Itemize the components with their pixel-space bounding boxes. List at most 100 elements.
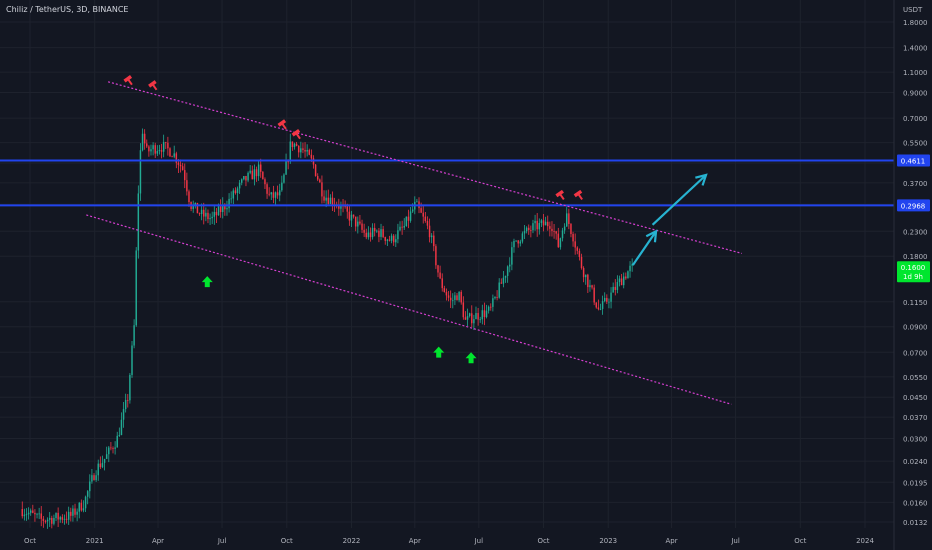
x-tick-label: Apr <box>665 537 677 545</box>
candle-body <box>536 220 538 230</box>
candle-body <box>257 164 260 177</box>
y-tick-label: 0.1800 <box>903 253 928 261</box>
candle-body <box>359 221 361 224</box>
candle-body <box>249 170 251 173</box>
candle-body <box>321 182 323 197</box>
candle-body <box>599 308 602 310</box>
candle-body <box>629 265 631 272</box>
candle-body <box>302 148 304 151</box>
candle-body <box>91 475 93 482</box>
projection-arrow-head <box>645 229 658 243</box>
candle-body <box>382 229 384 238</box>
candle-body <box>169 148 171 157</box>
candle-body <box>148 146 150 152</box>
candle-body <box>625 276 627 279</box>
candle-body <box>595 302 598 308</box>
candle-body <box>597 307 600 310</box>
candle-body <box>105 454 108 459</box>
candle-body <box>205 212 207 217</box>
candle-body <box>473 319 475 324</box>
candle-body <box>405 216 408 226</box>
candle-body <box>447 295 450 298</box>
candle-body <box>506 266 509 277</box>
candle-body <box>416 201 418 203</box>
candle-body <box>631 263 633 266</box>
candle-body <box>494 296 496 299</box>
candle-body <box>285 161 287 175</box>
candle-body <box>428 225 431 238</box>
candle-body <box>259 164 262 172</box>
candle-body <box>576 247 579 251</box>
candle-body <box>561 230 564 239</box>
candle-body <box>620 278 623 286</box>
candle-body <box>192 205 194 209</box>
y-tick-label: 0.9000 <box>903 90 928 98</box>
hammer-marker-icon <box>555 189 565 201</box>
hammer-marker-icon <box>148 80 158 91</box>
candle-body <box>222 204 224 213</box>
level-price-label: 0.2968 <box>901 202 926 210</box>
candle-body <box>304 150 306 152</box>
hammer-handle <box>152 84 158 91</box>
x-tick-label: Apr <box>152 537 164 545</box>
grid <box>0 0 894 528</box>
candle-body <box>325 197 327 201</box>
candle-body <box>158 150 161 152</box>
candle-body <box>348 211 351 221</box>
candle-body <box>551 228 553 232</box>
candle-body <box>38 513 40 515</box>
projection-arrows[interactable] <box>631 173 708 266</box>
candle-body <box>323 196 325 201</box>
hammer-marker-icon <box>123 75 133 86</box>
x-tick-label: 2021 <box>86 537 104 545</box>
up-arrow-marker-icon <box>433 346 445 358</box>
candle-body <box>283 174 285 183</box>
y-tick-label: 0.0195 <box>903 479 928 487</box>
candle-body <box>255 169 258 177</box>
candle-body <box>86 491 89 497</box>
candle-body <box>25 514 28 516</box>
candle-body <box>230 198 232 200</box>
y-tick-label: 0.0132 <box>903 519 928 527</box>
candle-body <box>371 227 374 238</box>
candle-body <box>207 212 209 220</box>
x-tick-label: Oct <box>794 537 806 545</box>
x-tick-label: 2024 <box>856 537 874 545</box>
candle-body <box>40 513 42 519</box>
candle-body <box>614 286 617 290</box>
candle-body <box>293 143 296 148</box>
current-price-tag <box>897 261 930 283</box>
x-tick-label: Oct <box>281 537 293 545</box>
candle-body <box>215 211 218 216</box>
candle-body <box>500 282 503 284</box>
candle-body <box>34 512 36 515</box>
y-axis-ticks: 1.80001.40001.10000.90000.70000.55000.45… <box>903 19 928 527</box>
candle-body <box>521 233 524 242</box>
x-tick-label: Jul <box>474 537 484 545</box>
candle-body <box>156 151 159 154</box>
candle-body <box>143 133 146 144</box>
candle-body <box>420 208 422 213</box>
horizontal-levels[interactable] <box>0 159 894 207</box>
candle-body <box>580 256 583 269</box>
channel-line <box>86 214 732 405</box>
candle-body <box>452 299 454 301</box>
candle-body <box>287 161 289 163</box>
candle-body <box>141 133 144 151</box>
candle-body <box>490 306 492 308</box>
candle-body <box>110 447 112 449</box>
candle-body <box>36 513 38 515</box>
candle-body <box>492 298 494 307</box>
candle-body <box>122 409 125 420</box>
candle-body <box>266 184 268 194</box>
candle-body <box>211 216 213 219</box>
candle-body <box>464 317 467 320</box>
y-tick-label: 0.5500 <box>903 140 928 148</box>
channel-lines[interactable] <box>86 81 743 405</box>
y-tick-label: 0.0700 <box>903 349 928 357</box>
candle-body <box>67 511 70 520</box>
candle-body <box>152 145 154 150</box>
candle-body <box>108 447 110 455</box>
candle-body <box>234 190 237 194</box>
